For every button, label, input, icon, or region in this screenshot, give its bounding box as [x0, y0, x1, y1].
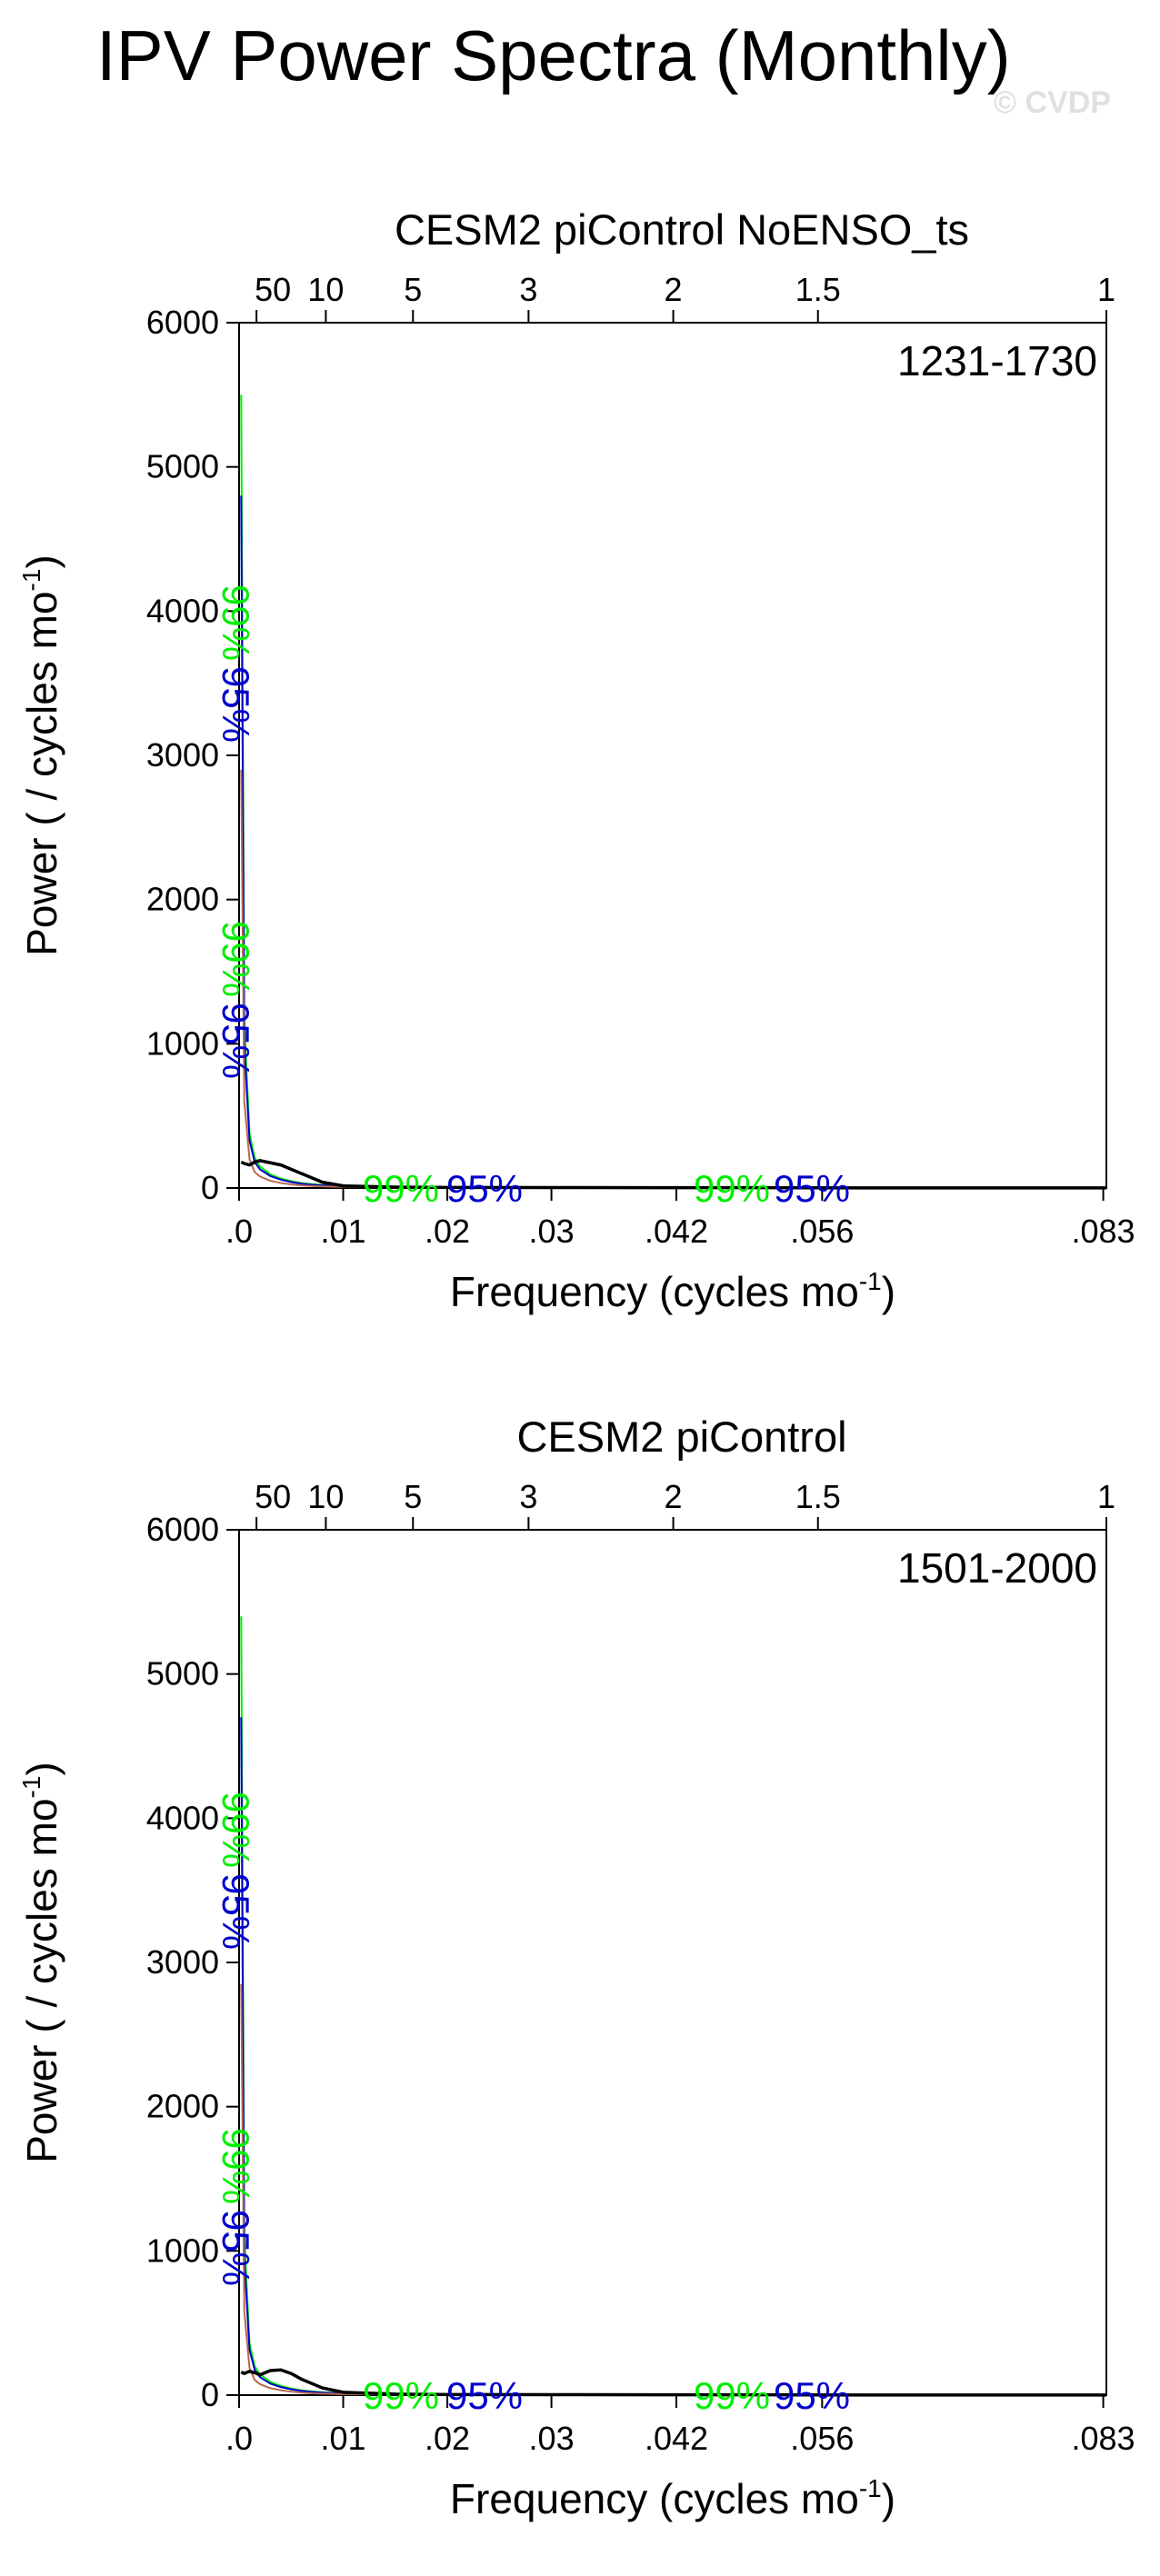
x-tick-label: .0 — [225, 1213, 253, 1250]
x2-tick-label: 5 — [404, 1478, 422, 1515]
x2-tick-label: 10 — [307, 1478, 344, 1515]
y-tick-label: 3000 — [146, 1943, 219, 1981]
x-label-part: ) — [882, 1268, 895, 1315]
confidence-label: 95% — [215, 1873, 257, 1950]
x2-tick-label: 50 — [255, 1478, 291, 1515]
x-label-part: ) — [882, 2475, 895, 2522]
x-axis-label: Frequency (cycles mo-1) — [450, 1267, 895, 1315]
y-tick-label: 0 — [201, 1169, 219, 1206]
y-tick-label: 6000 — [146, 1511, 219, 1548]
confidence-label: 95% — [215, 1003, 257, 1079]
y-label-part: -1 — [17, 569, 45, 592]
x-tick-label: .083 — [1072, 1213, 1135, 1250]
x2-tick-label: 2 — [665, 271, 683, 308]
series-line — [240, 394, 1106, 1189]
y-label-part: ) — [18, 1762, 65, 1775]
series-line — [240, 495, 1106, 1189]
confidence-label: 99% — [694, 2374, 770, 2417]
y-tick-label: 1000 — [146, 1024, 219, 1062]
y-label-part: Power ( / cycles mo — [18, 1798, 65, 2162]
plot-frame — [238, 1529, 1107, 2396]
series-line — [240, 1159, 1106, 1190]
confidence-label: 95% — [774, 2374, 850, 2417]
series-line — [240, 1983, 1106, 2396]
x2-tick-label: 3 — [519, 271, 537, 308]
confidence-label: 99% — [215, 584, 257, 661]
confidence-label: 99% — [215, 921, 257, 997]
y-tick-label: 2000 — [146, 2088, 219, 2125]
x-label-part: -1 — [859, 1267, 882, 1295]
chart-title: CESM2 piControl NoENSO_ts — [395, 205, 969, 254]
x-tick-label: .02 — [425, 1213, 470, 1250]
series-line — [240, 1717, 1106, 2396]
y-label-part: ) — [18, 554, 65, 568]
x-tick-label: .056 — [790, 2420, 854, 2457]
series-line — [240, 2368, 1106, 2397]
x2-tick-label: 1 — [1097, 271, 1115, 308]
x-tick-label: .03 — [529, 2420, 575, 2457]
y-tick-label: 5000 — [146, 448, 219, 485]
y-tick-label: 1000 — [146, 2232, 219, 2269]
series-line — [240, 1616, 1106, 2396]
x2-tick-label: 10 — [307, 271, 344, 308]
y-tick-label: 3000 — [146, 736, 219, 774]
x-tick-label: .056 — [790, 1213, 854, 1250]
y-tick-label: 4000 — [146, 1799, 219, 1836]
page-title: IPV Power Spectra (Monthly) — [96, 15, 1011, 95]
confidence-label: 95% — [446, 1167, 523, 1210]
y-tick-label: 0 — [201, 2376, 219, 2413]
y-axis-label: Power ( / cycles mo-1) — [17, 1762, 65, 2163]
x-tick-label: .03 — [529, 1213, 575, 1250]
x-axis-label: Frequency (cycles mo-1) — [450, 2474, 895, 2522]
confidence-label: 95% — [215, 2210, 257, 2286]
x2-tick-label: 2 — [665, 1478, 683, 1515]
confidence-label: 95% — [774, 1167, 850, 1210]
x2-tick-label: 3 — [519, 1478, 537, 1515]
x-tick-label: .0 — [225, 2420, 253, 2457]
y-tick-label: 4000 — [146, 592, 219, 629]
x-label-part: Frequency (cycles mo — [450, 1268, 859, 1315]
y-label-part: -1 — [17, 1776, 45, 1799]
x-tick-label: .042 — [645, 2420, 708, 2457]
x2-tick-label: 50 — [255, 271, 291, 308]
period-annotation: 1501-2000 — [897, 1544, 1097, 1592]
confidence-label: 99% — [694, 1167, 770, 1210]
y-label-part: Power ( / cycles mo — [18, 591, 65, 955]
series-line — [240, 769, 1106, 1189]
x-label-part: -1 — [859, 2474, 882, 2502]
y-tick-label: 2000 — [146, 881, 219, 918]
x-tick-label: .042 — [645, 1213, 708, 1250]
x2-tick-label: 1.5 — [795, 271, 841, 308]
confidence-label: 99% — [363, 1167, 439, 1210]
x-tick-label: .02 — [425, 2420, 470, 2457]
y-axis-label: Power ( / cycles mo-1) — [17, 554, 65, 956]
confidence-label: 95% — [215, 666, 257, 743]
x-tick-label: .083 — [1072, 2420, 1135, 2457]
period-annotation: 1231-1730 — [897, 337, 1097, 384]
y-tick-label: 6000 — [146, 304, 219, 341]
chart-title: CESM2 piControl — [516, 1413, 846, 1461]
x-label-part: Frequency (cycles mo — [450, 2475, 859, 2522]
x-tick-label: .01 — [321, 2420, 366, 2457]
x2-tick-label: 1.5 — [795, 1478, 841, 1515]
x2-tick-label: 5 — [404, 271, 422, 308]
x2-tick-label: 1 — [1097, 1478, 1115, 1515]
confidence-label: 99% — [215, 2128, 257, 2204]
confidence-label: 99% — [363, 2374, 439, 2417]
confidence-label: 99% — [215, 1792, 257, 1868]
y-tick-label: 5000 — [146, 1655, 219, 1692]
confidence-label: 95% — [446, 2374, 523, 2417]
x-tick-label: .01 — [321, 1213, 366, 1250]
watermark: © CVDP — [994, 85, 1111, 120]
plot-frame — [238, 322, 1107, 1189]
